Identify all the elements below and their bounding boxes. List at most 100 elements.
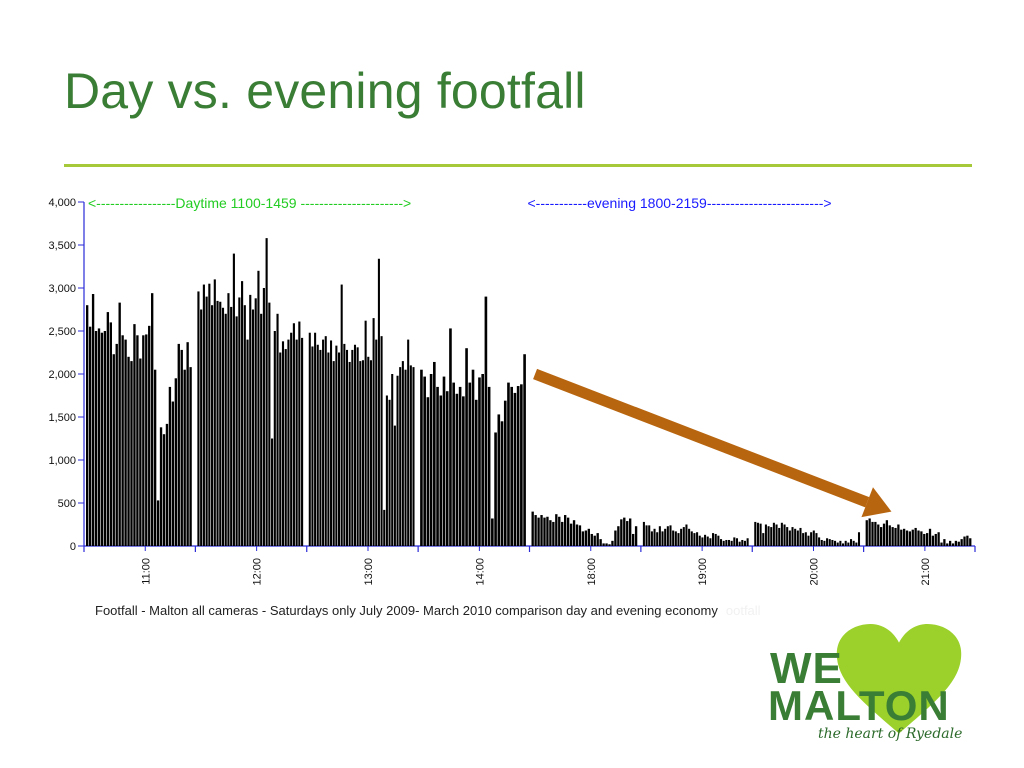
bar	[725, 539, 728, 546]
bar	[608, 544, 611, 546]
bar	[656, 532, 659, 546]
bar	[831, 539, 834, 546]
bar	[249, 294, 252, 546]
bar	[923, 533, 926, 546]
bar	[458, 386, 462, 546]
bar	[241, 281, 244, 546]
bar	[578, 525, 582, 546]
bar	[130, 361, 133, 546]
y-tick-label: 500	[58, 498, 76, 510]
bar	[931, 535, 935, 546]
bar	[634, 526, 638, 546]
bar	[407, 339, 410, 546]
bar	[738, 541, 741, 546]
bar	[648, 525, 651, 546]
bar	[836, 542, 839, 546]
bar	[94, 331, 98, 546]
bar	[966, 535, 969, 546]
bar	[552, 521, 555, 546]
bar	[121, 335, 124, 546]
bar	[888, 525, 891, 546]
bar	[754, 521, 757, 546]
bar	[200, 309, 203, 546]
bar	[543, 517, 546, 546]
bar	[788, 530, 791, 546]
bar	[658, 526, 661, 546]
bar	[549, 520, 552, 546]
y-tick-label: 0	[70, 541, 76, 553]
bar	[465, 348, 468, 546]
bar	[262, 288, 265, 546]
bar	[396, 375, 399, 546]
bar	[426, 397, 430, 546]
bar	[844, 540, 847, 546]
bar	[145, 334, 148, 546]
bar	[399, 367, 402, 546]
bar	[963, 536, 966, 546]
bar	[584, 530, 588, 546]
bar	[487, 386, 491, 546]
bar	[531, 511, 534, 546]
bar	[372, 318, 375, 546]
bar	[462, 396, 465, 546]
bar	[377, 258, 380, 546]
bar	[799, 527, 802, 546]
bar	[674, 531, 677, 546]
bar	[914, 527, 917, 546]
bar	[388, 399, 391, 546]
bar	[868, 518, 871, 546]
bar	[202, 284, 205, 546]
bar	[685, 524, 688, 546]
bar	[356, 347, 359, 546]
bar	[575, 524, 579, 546]
bar	[91, 294, 95, 546]
bar	[281, 341, 285, 546]
bar	[566, 517, 570, 546]
y-tick-label: 1,000	[48, 455, 76, 467]
bar	[151, 293, 154, 546]
bar	[455, 393, 459, 546]
bar	[338, 352, 341, 546]
bar	[605, 543, 608, 546]
bar	[412, 367, 415, 546]
bar	[314, 332, 317, 546]
bar	[804, 532, 807, 546]
x-tick-label: 11:00	[140, 558, 152, 585]
bar	[661, 531, 664, 546]
bar	[865, 520, 868, 546]
bar	[295, 339, 298, 546]
bar	[216, 300, 219, 546]
bar	[235, 316, 238, 546]
bar	[957, 541, 960, 546]
bar	[208, 283, 211, 546]
bar	[510, 386, 513, 546]
we-malton-logo: WE MALTON the heart of Ryedale	[764, 624, 974, 750]
bar	[767, 526, 770, 546]
bar	[100, 332, 104, 546]
bar	[301, 337, 304, 546]
bar	[133, 324, 136, 546]
bar	[471, 369, 475, 546]
bar	[507, 382, 510, 546]
bar	[871, 521, 874, 546]
bar	[735, 538, 739, 546]
bar	[880, 527, 883, 546]
bar	[775, 524, 778, 546]
bar	[849, 539, 853, 546]
bar	[602, 543, 605, 546]
bar	[940, 542, 943, 546]
bar	[672, 530, 675, 546]
bar	[433, 361, 436, 546]
bar	[709, 538, 712, 546]
bar	[359, 361, 362, 546]
bar	[704, 534, 707, 546]
bar	[224, 313, 227, 546]
bar	[88, 326, 92, 546]
bar	[802, 533, 805, 546]
bar	[911, 529, 914, 546]
bar	[124, 339, 127, 546]
bar	[669, 525, 672, 546]
bar	[717, 535, 720, 546]
bar	[308, 332, 311, 546]
bar	[287, 339, 290, 546]
